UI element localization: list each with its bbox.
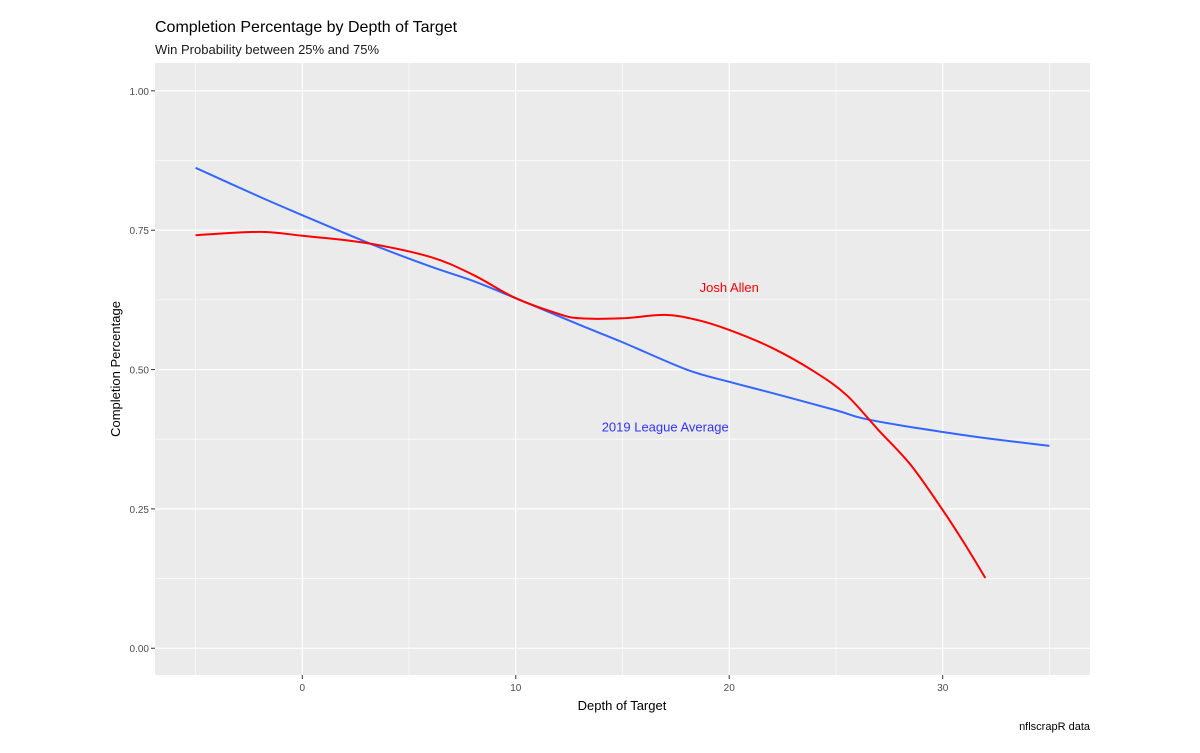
x-tick-label: 30 <box>937 683 949 694</box>
y-tick-label: 0.75 <box>130 226 150 237</box>
x-tick-label: 10 <box>510 683 522 694</box>
y-tick-label: 0.50 <box>130 366 150 377</box>
annotation-label: 2019 League Average <box>602 419 729 434</box>
y-tick-label: 1.00 <box>130 87 150 98</box>
x-axis-label: Depth of Target <box>578 698 667 713</box>
series-line-josh-allen <box>195 230 987 579</box>
x-tick-label: 0 <box>300 683 306 694</box>
chart-title: Completion Percentage by Depth of Target <box>155 19 458 36</box>
annotation-label: Josh Allen <box>700 280 759 295</box>
y-tick-label: 0.00 <box>130 644 150 655</box>
y-tick-label: 0.25 <box>130 505 150 516</box>
caption: nflscrapR data <box>1019 721 1091 733</box>
series-line-2019-league-average <box>195 166 1050 447</box>
y-axis-label: Completion Percentage <box>108 301 123 437</box>
chart-subtitle: Win Probability between 25% and 75% <box>155 42 379 57</box>
x-tick-label: 20 <box>724 683 736 694</box>
